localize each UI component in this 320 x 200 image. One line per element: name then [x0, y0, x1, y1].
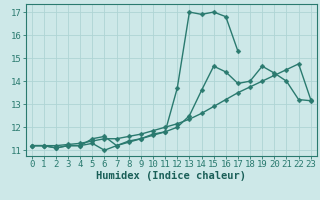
- X-axis label: Humidex (Indice chaleur): Humidex (Indice chaleur): [96, 171, 246, 181]
